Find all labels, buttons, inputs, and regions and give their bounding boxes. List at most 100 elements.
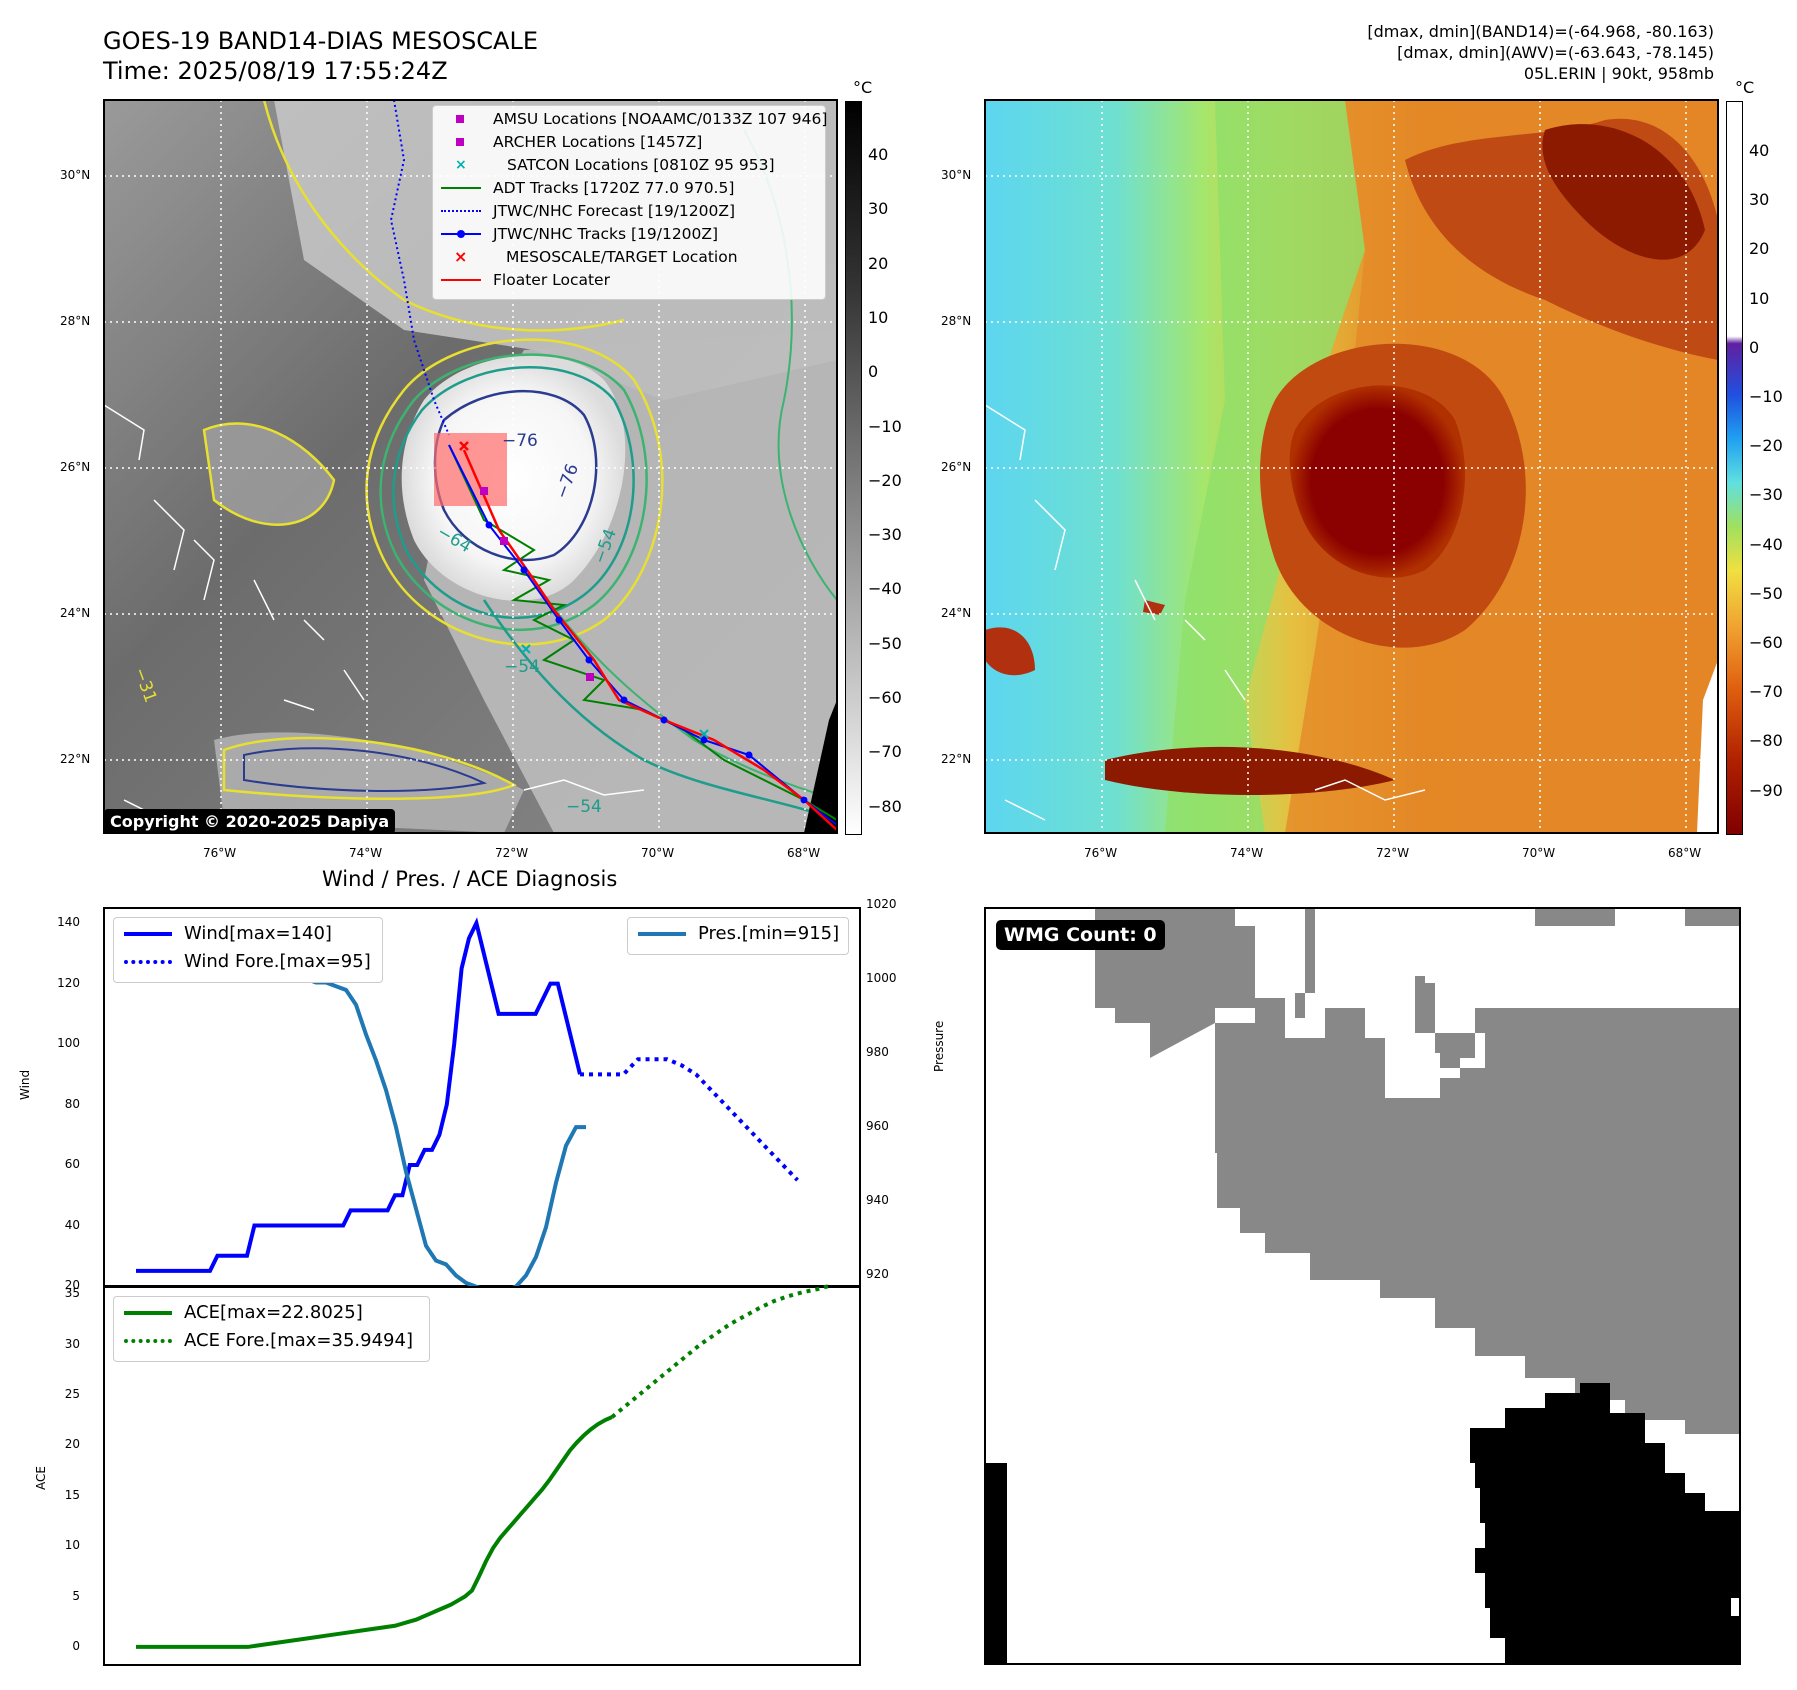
- ace-ytick-label: 10: [64, 1538, 80, 1553]
- awv-colorbar-tick-label: 30: [1749, 190, 1770, 210]
- coastline-bahamas: [103, 404, 365, 821]
- ir-lat-tick: 28°N: [60, 314, 91, 328]
- jtwc-forecast-track: [389, 99, 450, 436]
- pressure-ytick-label: 920: [866, 1267, 889, 1282]
- awv-gridlines: [985, 100, 1718, 833]
- ir-colorbar-tick-label: 10: [868, 307, 889, 327]
- ir-lat-tick: 24°N: [60, 606, 91, 620]
- wind-ytick-label: 120: [57, 975, 80, 990]
- awv-lon-tick: 68°W: [1668, 846, 1702, 860]
- awv-colorbar-tick-label: −30: [1749, 485, 1783, 505]
- contour-teal: [392, 366, 635, 619]
- header-right-line2: [dmax, dmin](AWV)=(-63.643, -78.145): [1397, 43, 1714, 62]
- contour-west-cells: [202, 422, 336, 526]
- ir-lon-tick: 72°W: [495, 846, 529, 860]
- wmg-panel: [984, 907, 1741, 1665]
- legend-item-wind: Wind[max=140]: [124, 923, 332, 944]
- ir-map-legend: AMSU Locations [NOAAMC/0133Z 107 946] AR…: [432, 105, 827, 300]
- ace-ylabel: ACE: [34, 1466, 48, 1490]
- ir-lon-tick: 70°W: [641, 846, 675, 860]
- copyright-badge: Copyright © 2020-2025 Dapiya: [104, 809, 396, 834]
- ir-colorbar-tick-label: 40: [868, 145, 889, 164]
- pressure-ytick-label: 940: [866, 1193, 889, 1208]
- awv-lat-tick: 22°N: [941, 752, 972, 766]
- floater-track: [462, 449, 838, 831]
- legend-item-ace-forecast: ACE Fore.[max=35.9494]: [124, 1330, 413, 1351]
- jtwc-track-points: [485, 521, 808, 804]
- ir-colorbar: [845, 101, 862, 835]
- pressure-ytick-label: 980: [866, 1044, 889, 1059]
- contour-label: −76: [502, 431, 538, 451]
- legend-item-jtwc-forecast: JTWC/NHC Forecast [19/1200Z]: [441, 200, 735, 222]
- awv-colorbar-tick-label: −80: [1749, 731, 1783, 751]
- awv-lon-tick: 72°W: [1376, 846, 1410, 860]
- contour-green: [379, 353, 648, 632]
- wmg-gray-region: [1095, 908, 1740, 1434]
- ir-lon-tick: 76°W: [203, 846, 237, 860]
- ir-lat-tick: 22°N: [60, 752, 91, 766]
- awv-lat-tick: 28°N: [941, 314, 972, 328]
- legend-item-amsu: AMSU Locations [NOAAMC/0133Z 107 946]: [441, 108, 827, 130]
- ir-lat-tick: 26°N: [60, 460, 91, 474]
- legend-item-jtwc-tracks: JTWC/NHC Tracks [19/1200Z]: [441, 223, 718, 245]
- ace-ytick-label: 15: [64, 1487, 80, 1502]
- ir-nodata-corner: [804, 700, 837, 833]
- wind-ytick-label: 60: [64, 1157, 80, 1172]
- ir-cloud-west-cells: [204, 423, 334, 525]
- ace-ytick-label: 5: [72, 1588, 80, 1603]
- wind-ytick-label: 100: [57, 1036, 80, 1051]
- target-location-marker: [459, 441, 469, 451]
- ir-colorbar-tick-label: 0: [868, 362, 879, 382]
- header-right-line1: [dmax, dmin](BAND14)=(-64.968, -80.163): [1367, 22, 1714, 41]
- contour-north-yellow: [262, 99, 625, 332]
- ace-legend: ACE[max=22.8025] ACE Fore.[max=35.9494]: [113, 1296, 430, 1362]
- header-right-line3: 05L.ERIN | 90kt, 958mb: [1523, 64, 1714, 83]
- wind-ytick-label: 40: [64, 1217, 80, 1232]
- ir-colorbar-tick-label: −10: [868, 416, 902, 436]
- ir-colorbar-tick-label: −20: [868, 470, 902, 490]
- awv-west-cells: [985, 600, 1165, 676]
- awv-lat-tick: 24°N: [941, 606, 972, 620]
- contour-sw-band-inner: [243, 747, 488, 792]
- ir-cloud-band-sw: [214, 732, 524, 833]
- wmg-white-notch: [1731, 1598, 1740, 1616]
- wind-ytick-label: 140: [57, 915, 80, 930]
- awv-colorbar-tick-label: −60: [1749, 633, 1783, 652]
- satcon-points: [521, 644, 709, 739]
- wind-ytick-label: 20: [64, 1278, 80, 1292]
- contour-outer-yellow: [365, 338, 664, 646]
- awv-lat-tick: 26°N: [941, 460, 972, 474]
- ace-ytick-label: 0: [72, 1638, 80, 1653]
- legend-item-target: × MESOSCALE/TARGET Location: [454, 247, 738, 266]
- ir-colorbar-tick-label: 30: [868, 199, 889, 219]
- floater-box[interactable]: [434, 433, 507, 506]
- awv-colorbar-tick-label: 10: [1749, 288, 1770, 308]
- series-ace: [136, 1415, 613, 1649]
- contour-sw-band: [222, 736, 517, 800]
- diagnosis-title: Wind / Pres. / ACE Diagnosis: [322, 867, 618, 891]
- series-ace-forecast: [610, 1283, 834, 1419]
- contour-rainband: [482, 599, 838, 822]
- awv-colorbar-tick-label: −20: [1749, 436, 1783, 456]
- awv-lat-tick: 30°N: [941, 168, 972, 182]
- ace-ytick-label: 20: [64, 1437, 80, 1452]
- amsu-points: [480, 487, 594, 681]
- awv-sw-dark-band: [1105, 746, 1395, 795]
- figure-title-line2: Time: 2025/08/19 17:55:24Z: [103, 57, 448, 85]
- ace-ytick-label: 25: [64, 1386, 80, 1401]
- contour-label: −54: [566, 797, 602, 817]
- ir-colorbar-unit: °C: [853, 78, 873, 97]
- awv-lon-tick: 74°W: [1230, 846, 1264, 860]
- awv-colorbar-tick-label: −40: [1749, 534, 1783, 554]
- pressure-legend: Pres.[min=915]: [627, 917, 849, 955]
- pressure-ytick-label: 1020: [866, 896, 897, 911]
- series-wind: [136, 917, 582, 1273]
- contour-rainband-2: [533, 579, 838, 801]
- awv-colorbar-unit: °C: [1735, 78, 1755, 97]
- ir-colorbar-tick-label: −50: [868, 633, 902, 653]
- legend-item-floater: Floater Locater: [441, 269, 610, 291]
- wmg-black-region-east: [1470, 1383, 1740, 1664]
- awv-eye-core: [1289, 385, 1465, 578]
- ir-colorbar-tick-label: −60: [868, 688, 902, 707]
- awv-coastlines: [984, 404, 1426, 821]
